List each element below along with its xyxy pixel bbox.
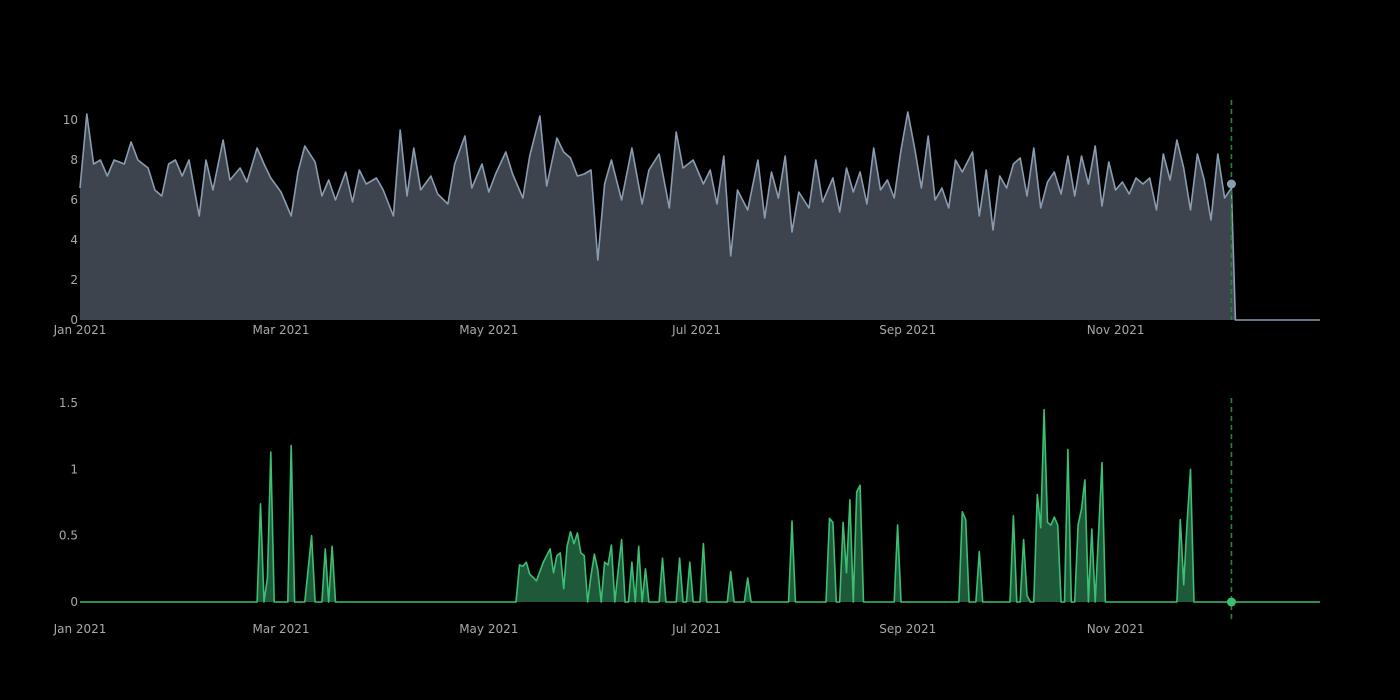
x-tick-label: Mar 2021 — [252, 622, 309, 636]
x-tick-label: Nov 2021 — [1087, 622, 1145, 636]
x-tick-label: May 2021 — [459, 622, 518, 636]
current-value-marker — [1226, 597, 1236, 607]
y-tick-label: 0.5 — [59, 529, 78, 543]
y-tick-label: 8 — [70, 153, 78, 167]
y-tick-label: 0 — [70, 595, 78, 609]
x-tick-label: Jul 2021 — [671, 323, 721, 337]
top-chart: 0 2 4 6 8 10 Jan 2021 Mar 2021 May 2021 Jul 2021 S… — [53, 100, 1320, 337]
y-tick-label: 1.5 — [59, 396, 78, 410]
area-fill — [80, 112, 1320, 320]
current-value-marker — [1226, 179, 1236, 189]
x-tick-label: Nov 2021 — [1087, 323, 1145, 337]
x-tick-label: May 2021 — [459, 323, 518, 337]
x-tick-label: Jul 2021 — [671, 622, 721, 636]
y-tick-label: 1 — [70, 462, 78, 476]
x-tick-label: Mar 2021 — [252, 323, 309, 337]
bottom-chart: 0 0.5 1 1.5 Jan 2021 Mar 2021 May 2021 Jul 2021… — [53, 396, 1320, 636]
y-tick-label: 2 — [70, 273, 78, 287]
area-fill — [80, 409, 1320, 602]
y-tick-label: 6 — [70, 193, 78, 207]
x-tick-label: Jan 2021 — [53, 622, 107, 636]
series-line — [79, 111, 1320, 321]
y-tick-label: 10 — [63, 113, 78, 127]
x-tick-label: Sep 2021 — [879, 323, 936, 337]
x-tick-label: Jan 2021 — [53, 323, 107, 337]
y-tick-label: 4 — [70, 233, 78, 247]
series-line — [80, 408, 1320, 603]
x-tick-label: Sep 2021 — [879, 622, 936, 636]
y-tick-label: 0 — [70, 313, 78, 327]
